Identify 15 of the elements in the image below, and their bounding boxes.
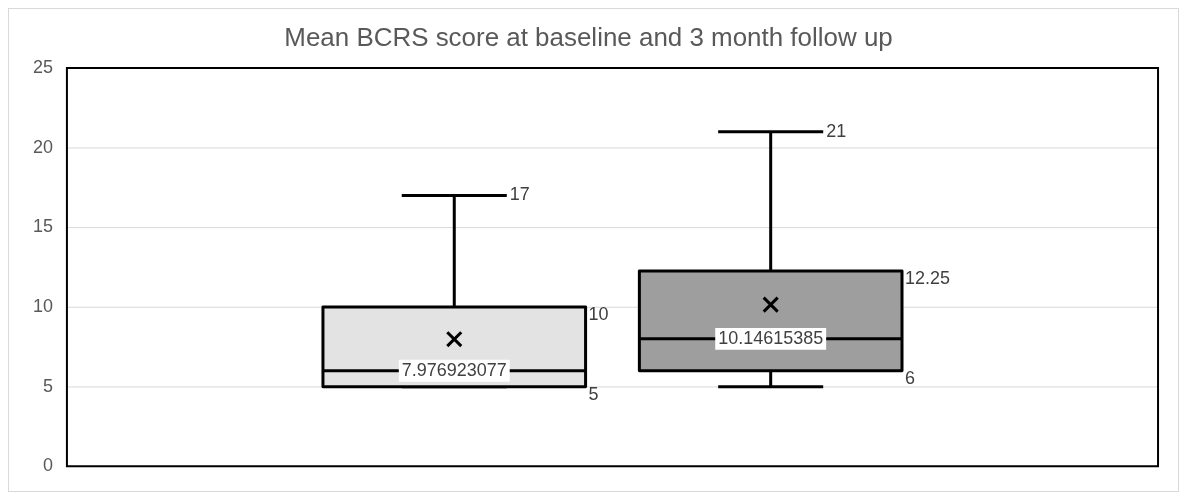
y-tick-label: 5 <box>42 375 53 396</box>
y-tick-label: 25 <box>32 56 53 77</box>
annotation: 5 <box>588 383 599 404</box>
y-tick-label: 0 <box>42 455 53 476</box>
annotation: 6 <box>905 367 916 388</box>
annotation: 12.25 <box>905 268 950 289</box>
chart-title: Mean BCRS score at baseline and 3 month follow up <box>284 22 893 51</box>
y-tick-label: 20 <box>32 136 53 157</box>
annotation: 10 <box>588 303 609 324</box>
annotation: 10.14615385 <box>718 327 824 348</box>
annotation: 21 <box>826 120 847 141</box>
annotation: 7.976923077 <box>401 359 507 380</box>
y-tick-label: 15 <box>32 216 53 237</box>
annotation: 17 <box>509 184 530 205</box>
y-tick-label: 10 <box>32 295 53 316</box>
